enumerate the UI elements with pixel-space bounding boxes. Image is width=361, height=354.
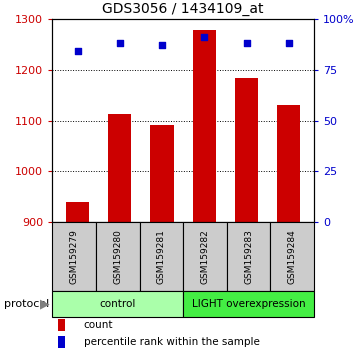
Point <box>286 40 292 46</box>
Point <box>201 34 207 40</box>
Text: percentile rank within the sample: percentile rank within the sample <box>84 337 260 347</box>
Bar <box>193 30 216 222</box>
Bar <box>66 202 89 222</box>
Text: count: count <box>84 320 113 330</box>
Text: GSM159283: GSM159283 <box>244 229 253 284</box>
Text: LIGHT overexpression: LIGHT overexpression <box>192 299 305 309</box>
Bar <box>52 222 96 291</box>
Text: GSM159279: GSM159279 <box>70 229 79 284</box>
Bar <box>183 222 227 291</box>
Point <box>244 40 249 46</box>
Bar <box>235 78 258 222</box>
Point <box>117 40 123 46</box>
Text: GSM159284: GSM159284 <box>288 229 297 284</box>
Bar <box>57 319 65 331</box>
Text: GSM159280: GSM159280 <box>113 229 122 284</box>
Text: GSM159282: GSM159282 <box>200 229 209 284</box>
Bar <box>270 222 314 291</box>
Bar <box>96 222 140 291</box>
Bar <box>108 114 131 222</box>
Point <box>159 42 165 48</box>
Text: control: control <box>100 299 136 309</box>
Bar <box>52 291 183 317</box>
Text: protocol: protocol <box>4 299 49 309</box>
Bar <box>183 291 314 317</box>
Bar <box>57 336 65 348</box>
Bar <box>140 222 183 291</box>
Bar <box>151 125 174 222</box>
Bar <box>227 222 270 291</box>
Text: ▶: ▶ <box>40 298 50 310</box>
Text: GSM159281: GSM159281 <box>157 229 166 284</box>
Point <box>75 48 81 54</box>
Bar <box>277 105 300 222</box>
Title: GDS3056 / 1434109_at: GDS3056 / 1434109_at <box>103 2 264 16</box>
